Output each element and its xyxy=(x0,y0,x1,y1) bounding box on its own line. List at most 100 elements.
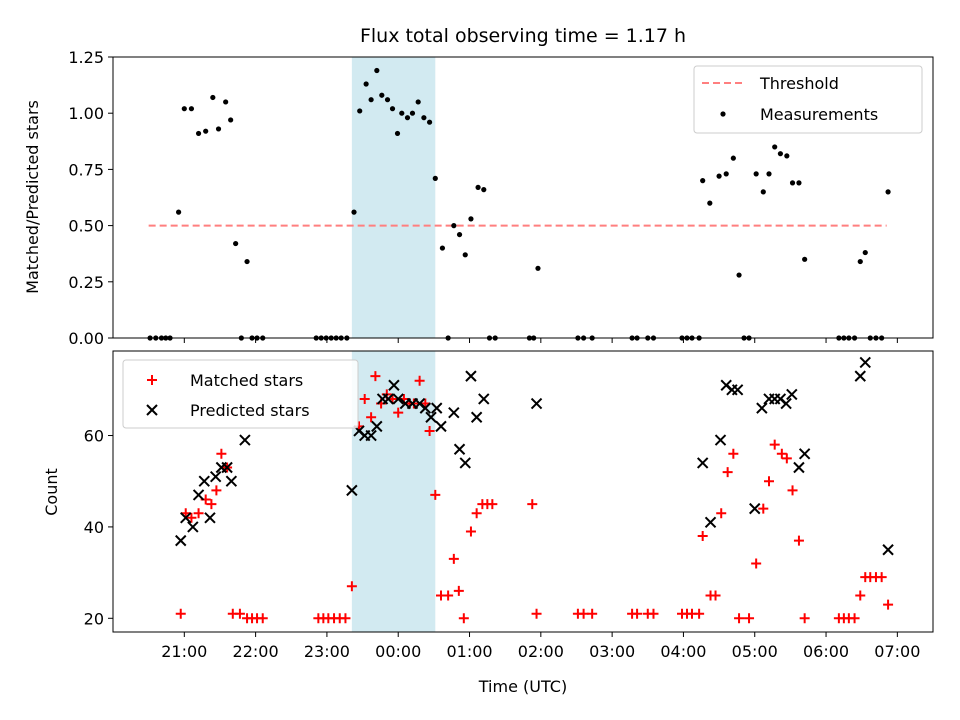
count-x-tick-label: 04:00 xyxy=(660,642,706,661)
matched-star-point xyxy=(366,412,377,423)
predicted-star-point xyxy=(175,534,187,547)
matched-star-point xyxy=(716,508,727,519)
measurement-point xyxy=(796,180,802,186)
matched-star-point xyxy=(776,448,787,459)
legend-measurements-label: Measurements xyxy=(760,105,878,124)
matched-star-point xyxy=(799,613,810,624)
predicted-star-point xyxy=(187,521,199,533)
count-x-tick-label: 21:00 xyxy=(161,642,207,661)
ratio-chart-title: Flux total observing time = 1.17 h xyxy=(360,25,686,47)
count-legend-box xyxy=(122,359,359,429)
measurement-points xyxy=(147,67,891,341)
matched-star-point xyxy=(734,613,745,624)
measurement-point xyxy=(784,153,790,159)
measurement-point xyxy=(439,245,446,251)
matched-star-point xyxy=(632,608,643,619)
matched-star-point xyxy=(781,453,792,464)
measurement-point xyxy=(426,119,433,125)
predicted-star-point xyxy=(854,370,866,382)
matched-star-point xyxy=(359,393,370,404)
count-x-tick-label: 07:00 xyxy=(874,642,920,661)
legend-matched-label: Matched stars xyxy=(190,371,303,390)
legend-matched-swatch xyxy=(147,375,157,385)
measurement-point xyxy=(862,249,868,256)
predicted-star-point xyxy=(425,411,437,423)
ratio-legend-box xyxy=(693,65,923,134)
measurement-point xyxy=(760,189,766,195)
matched-star-point xyxy=(234,608,245,619)
predicted-star-point xyxy=(478,393,490,405)
count-axes-frame xyxy=(112,350,934,633)
count-axis-ticks: 20 40 60 21:00 22:00 23:00 00:00 01:00 02:00 03:0… xyxy=(84,427,921,661)
measurement-point xyxy=(233,240,239,247)
matched-star-point xyxy=(697,531,708,542)
measurement-point xyxy=(399,110,405,116)
predicted-star-point xyxy=(731,384,744,396)
measurement-point xyxy=(368,97,374,103)
measurement-point xyxy=(432,175,438,181)
count-y-tick-label: 60 xyxy=(84,427,104,446)
predicted-star-point xyxy=(859,356,871,369)
count-x-tick-label: 05:00 xyxy=(732,642,778,661)
predicted-star-point xyxy=(180,512,192,524)
matched-star-point xyxy=(471,508,482,519)
count-y-tick-label: 40 xyxy=(84,518,104,537)
matched-star-point xyxy=(414,375,425,386)
measurement-point xyxy=(885,189,891,195)
measurement-point xyxy=(244,258,250,265)
count-shaded-region xyxy=(351,351,436,632)
matched-star-point xyxy=(430,489,441,500)
matched-star-point xyxy=(424,425,435,436)
matched-star-point xyxy=(408,398,419,409)
matched-star-point xyxy=(458,613,469,624)
count-x-axis-label: Time (UTC) xyxy=(478,677,567,696)
matched-star-point xyxy=(175,608,186,619)
legend-threshold-label: Threshold xyxy=(759,74,839,93)
predicted-star-point xyxy=(431,402,443,414)
matched-star-point xyxy=(527,499,538,510)
predicted-star-point xyxy=(221,461,233,474)
measurement-point xyxy=(707,200,713,206)
predicted-star-point xyxy=(749,502,761,515)
count-x-tick-label: 03:00 xyxy=(589,642,635,661)
legend-predicted-swatch xyxy=(146,404,158,416)
measurement-point xyxy=(475,184,481,190)
ratio-axis-ticks: 0.00 0.25 0.50 0.75 1.00 1.25 xyxy=(68,48,898,348)
count-highlight-band xyxy=(351,351,436,632)
matched-star-point xyxy=(206,499,217,510)
measurement-point xyxy=(374,67,380,74)
matched-star-point xyxy=(448,553,459,564)
measurement-point xyxy=(468,216,474,222)
matched-star-point xyxy=(694,608,705,619)
matched-star-point xyxy=(216,448,227,459)
measurement-point xyxy=(415,99,421,105)
matched-star-point xyxy=(876,572,887,583)
matched-star-point xyxy=(751,558,762,569)
measurement-point xyxy=(753,171,759,177)
predicted-star-point xyxy=(798,448,811,460)
matched-star-point xyxy=(531,608,542,619)
measurement-point xyxy=(379,92,385,98)
matched-star-point xyxy=(849,613,860,624)
count-x-tick-label: 02:00 xyxy=(518,642,564,661)
count-y-axis-label: Count xyxy=(42,468,61,516)
predicted-star-point xyxy=(704,516,717,529)
ratio-y-tick-label: 0.50 xyxy=(68,217,104,236)
measurement-point xyxy=(535,265,541,271)
matched-star-point xyxy=(346,581,357,592)
count-y-tick-label: 20 xyxy=(84,609,104,628)
matched-star-point xyxy=(487,499,498,510)
matched-star-point xyxy=(793,535,804,546)
predicted-star-point xyxy=(448,406,460,419)
matched-star-point xyxy=(193,508,204,519)
predicted-star-point xyxy=(371,420,383,433)
predicted-star-point xyxy=(388,379,400,391)
matched-star-point xyxy=(883,599,894,610)
count-panel: 20 40 60 21:00 22:00 23:00 00:00 01:00 02:00 03:0… xyxy=(42,350,934,696)
measurement-point xyxy=(730,155,736,161)
legend-predicted-label: Predicted stars xyxy=(190,401,310,420)
predicted-star-point xyxy=(419,402,432,414)
measurement-point xyxy=(857,258,863,265)
matched-star-point xyxy=(211,485,222,496)
